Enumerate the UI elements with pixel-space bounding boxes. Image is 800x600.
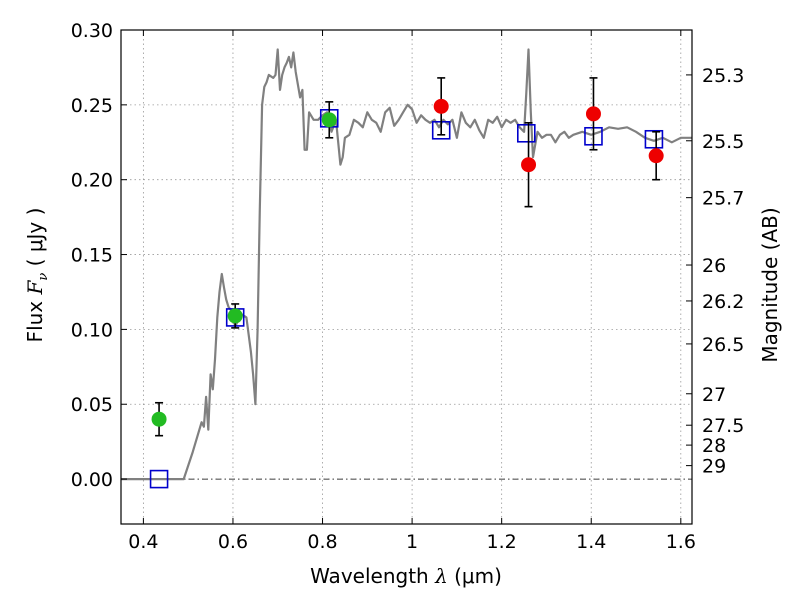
right-axis-title: Magnitude (AB) — [758, 207, 782, 362]
model-photometry-square — [644, 129, 664, 149]
right-tick-label: 28 — [702, 435, 726, 457]
model-spectrum-line — [121, 48, 692, 481]
x-axis-title-unit: (μm) — [448, 564, 502, 588]
y-tick-label: 0.10 — [71, 319, 113, 341]
x-axis-title-math: λ — [434, 564, 448, 588]
right-tick-label: 27 — [702, 384, 726, 406]
model-photometry-square — [516, 123, 536, 143]
plot-frame — [120, 29, 693, 525]
right-tick-label: 25.7 — [702, 188, 744, 210]
x-tick-label: 1.4 — [576, 531, 606, 553]
x-tick-label: 0.4 — [128, 531, 158, 553]
red-data-point — [433, 98, 449, 114]
right-tick-label: 25.3 — [702, 65, 744, 87]
y-axis-title-math: F — [23, 280, 47, 296]
right-tick-label: 26.2 — [702, 291, 744, 313]
right-tick-label: 26 — [702, 255, 726, 277]
x-tick-label: 1 — [406, 531, 418, 553]
green-data-point — [227, 308, 243, 324]
marks-layer — [149, 77, 664, 489]
y-tick-label: 0.30 — [71, 20, 113, 42]
model-photometry-square — [149, 469, 169, 489]
y-tick-label: 0.05 — [71, 394, 113, 416]
ticks-layer: 0.4 0.6 0.8 1 1.2 1.4 1.6 0.00 0.05 0.10 0.15 0.20 0… — [71, 20, 745, 553]
red-data-point — [521, 157, 537, 173]
y-axis-title: Flux Fν ( μJy ) — [23, 208, 51, 343]
y-tick-label: 0.00 — [71, 469, 113, 491]
red-data-point — [648, 148, 664, 164]
x-tick-label: 1.2 — [487, 531, 517, 553]
y-tick-label: 0.15 — [71, 245, 113, 267]
y-tick-label: 0.20 — [71, 170, 113, 192]
y-axis-title-unit: ( μJy ) — [23, 208, 47, 273]
red-data-point — [585, 106, 601, 122]
green-data-point — [321, 112, 337, 128]
x-axis-title: Wavelength λ (μm) — [310, 564, 502, 588]
right-tick-label: 25.5 — [702, 131, 744, 153]
right-tick-label: 26.5 — [702, 334, 744, 356]
right-tick-label: 27.5 — [702, 415, 744, 437]
y-axis-title-prefix: Flux — [23, 295, 47, 343]
x-tick-label: 0.6 — [218, 531, 248, 553]
green-data-point — [151, 411, 167, 427]
y-axis-title-subscript: ν — [36, 273, 51, 281]
x-axis-title-prefix: Wavelength — [310, 564, 435, 588]
x-tick-label: 0.8 — [307, 531, 337, 553]
x-tick-label: 1.6 — [666, 531, 696, 553]
right-tick-label: 29 — [702, 456, 726, 478]
y-tick-label: 0.25 — [71, 95, 113, 117]
